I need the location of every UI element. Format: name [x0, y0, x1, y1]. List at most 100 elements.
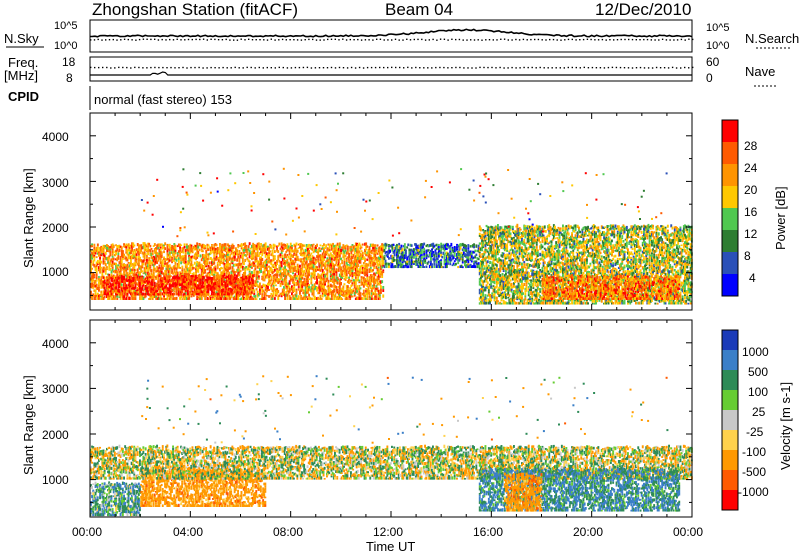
noise-search-dot — [192, 39, 193, 40]
heatmap-cell — [251, 271, 253, 274]
heatmap-cell — [382, 269, 384, 271]
heatmap-cell — [191, 261, 193, 264]
heatmap-cell — [193, 272, 195, 274]
heatmap-cell — [191, 245, 193, 247]
heatmap-cell — [276, 276, 278, 278]
heatmap-cell — [91, 268, 93, 270]
heatmap-cell — [360, 260, 362, 262]
heatmap-cell — [236, 258, 238, 261]
heatmap-cell — [160, 293, 162, 296]
heatmap-cell — [141, 270, 143, 272]
noise-search-dot — [444, 39, 445, 40]
noise-search-dot — [320, 39, 321, 40]
heatmap-cell — [143, 263, 145, 266]
heatmap-cell — [98, 252, 100, 254]
heatmap-cell — [274, 245, 276, 248]
heatmap-cell — [285, 278, 287, 280]
heatmap-cell — [108, 257, 110, 259]
heatmap-cell — [152, 252, 154, 255]
noise-search-dot — [214, 39, 215, 40]
heatmap-cell — [115, 286, 117, 289]
heatmap-cell — [314, 274, 316, 277]
heatmap-cell — [308, 294, 310, 297]
nave-dot — [259, 67, 260, 68]
heatmap-cell — [437, 258, 439, 261]
heatmap-cell — [259, 292, 261, 295]
noise-search-dot — [402, 39, 403, 40]
heatmap-cell — [329, 249, 331, 252]
heatmap-cell — [379, 294, 381, 296]
heatmap-cell — [285, 279, 287, 281]
heatmap-cell — [370, 283, 372, 286]
heatmap-cell — [366, 298, 368, 300]
heatmap-cell — [348, 253, 350, 255]
heatmap-cell — [173, 291, 175, 293]
nave-dot — [588, 67, 589, 68]
heatmap-cell — [234, 288, 236, 290]
heatmap-cell — [366, 271, 368, 274]
heatmap-cell — [178, 280, 180, 282]
heatmap-cell — [406, 246, 408, 248]
nave-dot — [680, 67, 681, 68]
heatmap-cell — [208, 248, 210, 251]
heatmap-cell — [215, 268, 217, 271]
nave-dot — [451, 67, 452, 68]
heatmap-cell — [117, 268, 119, 270]
noise-search-dot — [572, 39, 573, 40]
heatmap-cell — [184, 293, 186, 296]
heatmap-cell — [290, 297, 292, 300]
nave-dot — [166, 67, 167, 68]
nave-dot — [415, 67, 416, 68]
heatmap-cell — [386, 244, 388, 247]
heatmap-cell — [125, 284, 127, 286]
noise-search-dot — [282, 39, 283, 40]
heatmap-cell — [138, 261, 140, 263]
heatmap-cell — [244, 269, 246, 272]
heatmap-cell — [219, 243, 221, 246]
heatmap-cell — [242, 258, 244, 260]
beam-title: Beam 04 — [385, 0, 453, 19]
heatmap-cell — [454, 254, 456, 257]
noise-search-dot — [609, 39, 610, 40]
heatmap-cell — [179, 289, 181, 291]
heatmap-cell — [155, 276, 157, 278]
heatmap-cell — [245, 245, 247, 247]
nave-dot — [339, 67, 340, 68]
heatmap-cell — [117, 253, 119, 255]
noise-search-dot — [256, 39, 257, 40]
nave-dot — [255, 67, 256, 68]
heatmap-cell — [358, 274, 360, 277]
heatmap-cell — [227, 254, 229, 256]
heatmap-cell — [158, 274, 160, 277]
heatmap-cell — [167, 297, 169, 300]
heatmap-cell — [155, 293, 157, 296]
noise-search-dot — [527, 39, 528, 40]
nave-dot — [572, 67, 573, 68]
noise-search-dot — [470, 39, 471, 40]
noise-search-dot — [301, 39, 302, 40]
heatmap-cell — [208, 298, 210, 300]
noise-search-dot — [327, 39, 328, 40]
heatmap-cell — [141, 287, 143, 290]
heatmap-cell — [205, 256, 207, 259]
heatmap-cell — [197, 254, 199, 257]
heatmap-cell — [357, 247, 359, 249]
heatmap-cell — [112, 288, 114, 290]
heatmap-cell — [366, 245, 368, 247]
heatmap-cell — [366, 296, 368, 299]
heatmap-cell — [221, 283, 223, 286]
heatmap-cell — [393, 244, 395, 246]
heatmap-cell — [170, 298, 172, 300]
heatmap-cell — [308, 278, 310, 280]
heatmap-cell — [162, 261, 164, 264]
heatmap-cell — [388, 257, 390, 260]
heatmap-cell — [350, 294, 352, 296]
heatmap-cell — [176, 297, 178, 300]
heatmap-cell — [243, 280, 245, 283]
heatmap-cell — [440, 248, 442, 251]
heatmap-cell — [200, 254, 202, 257]
nave-dot — [471, 67, 472, 68]
noise-search-dot — [606, 39, 607, 40]
heatmap-cell — [129, 254, 131, 256]
noise-search-dot — [575, 39, 576, 40]
